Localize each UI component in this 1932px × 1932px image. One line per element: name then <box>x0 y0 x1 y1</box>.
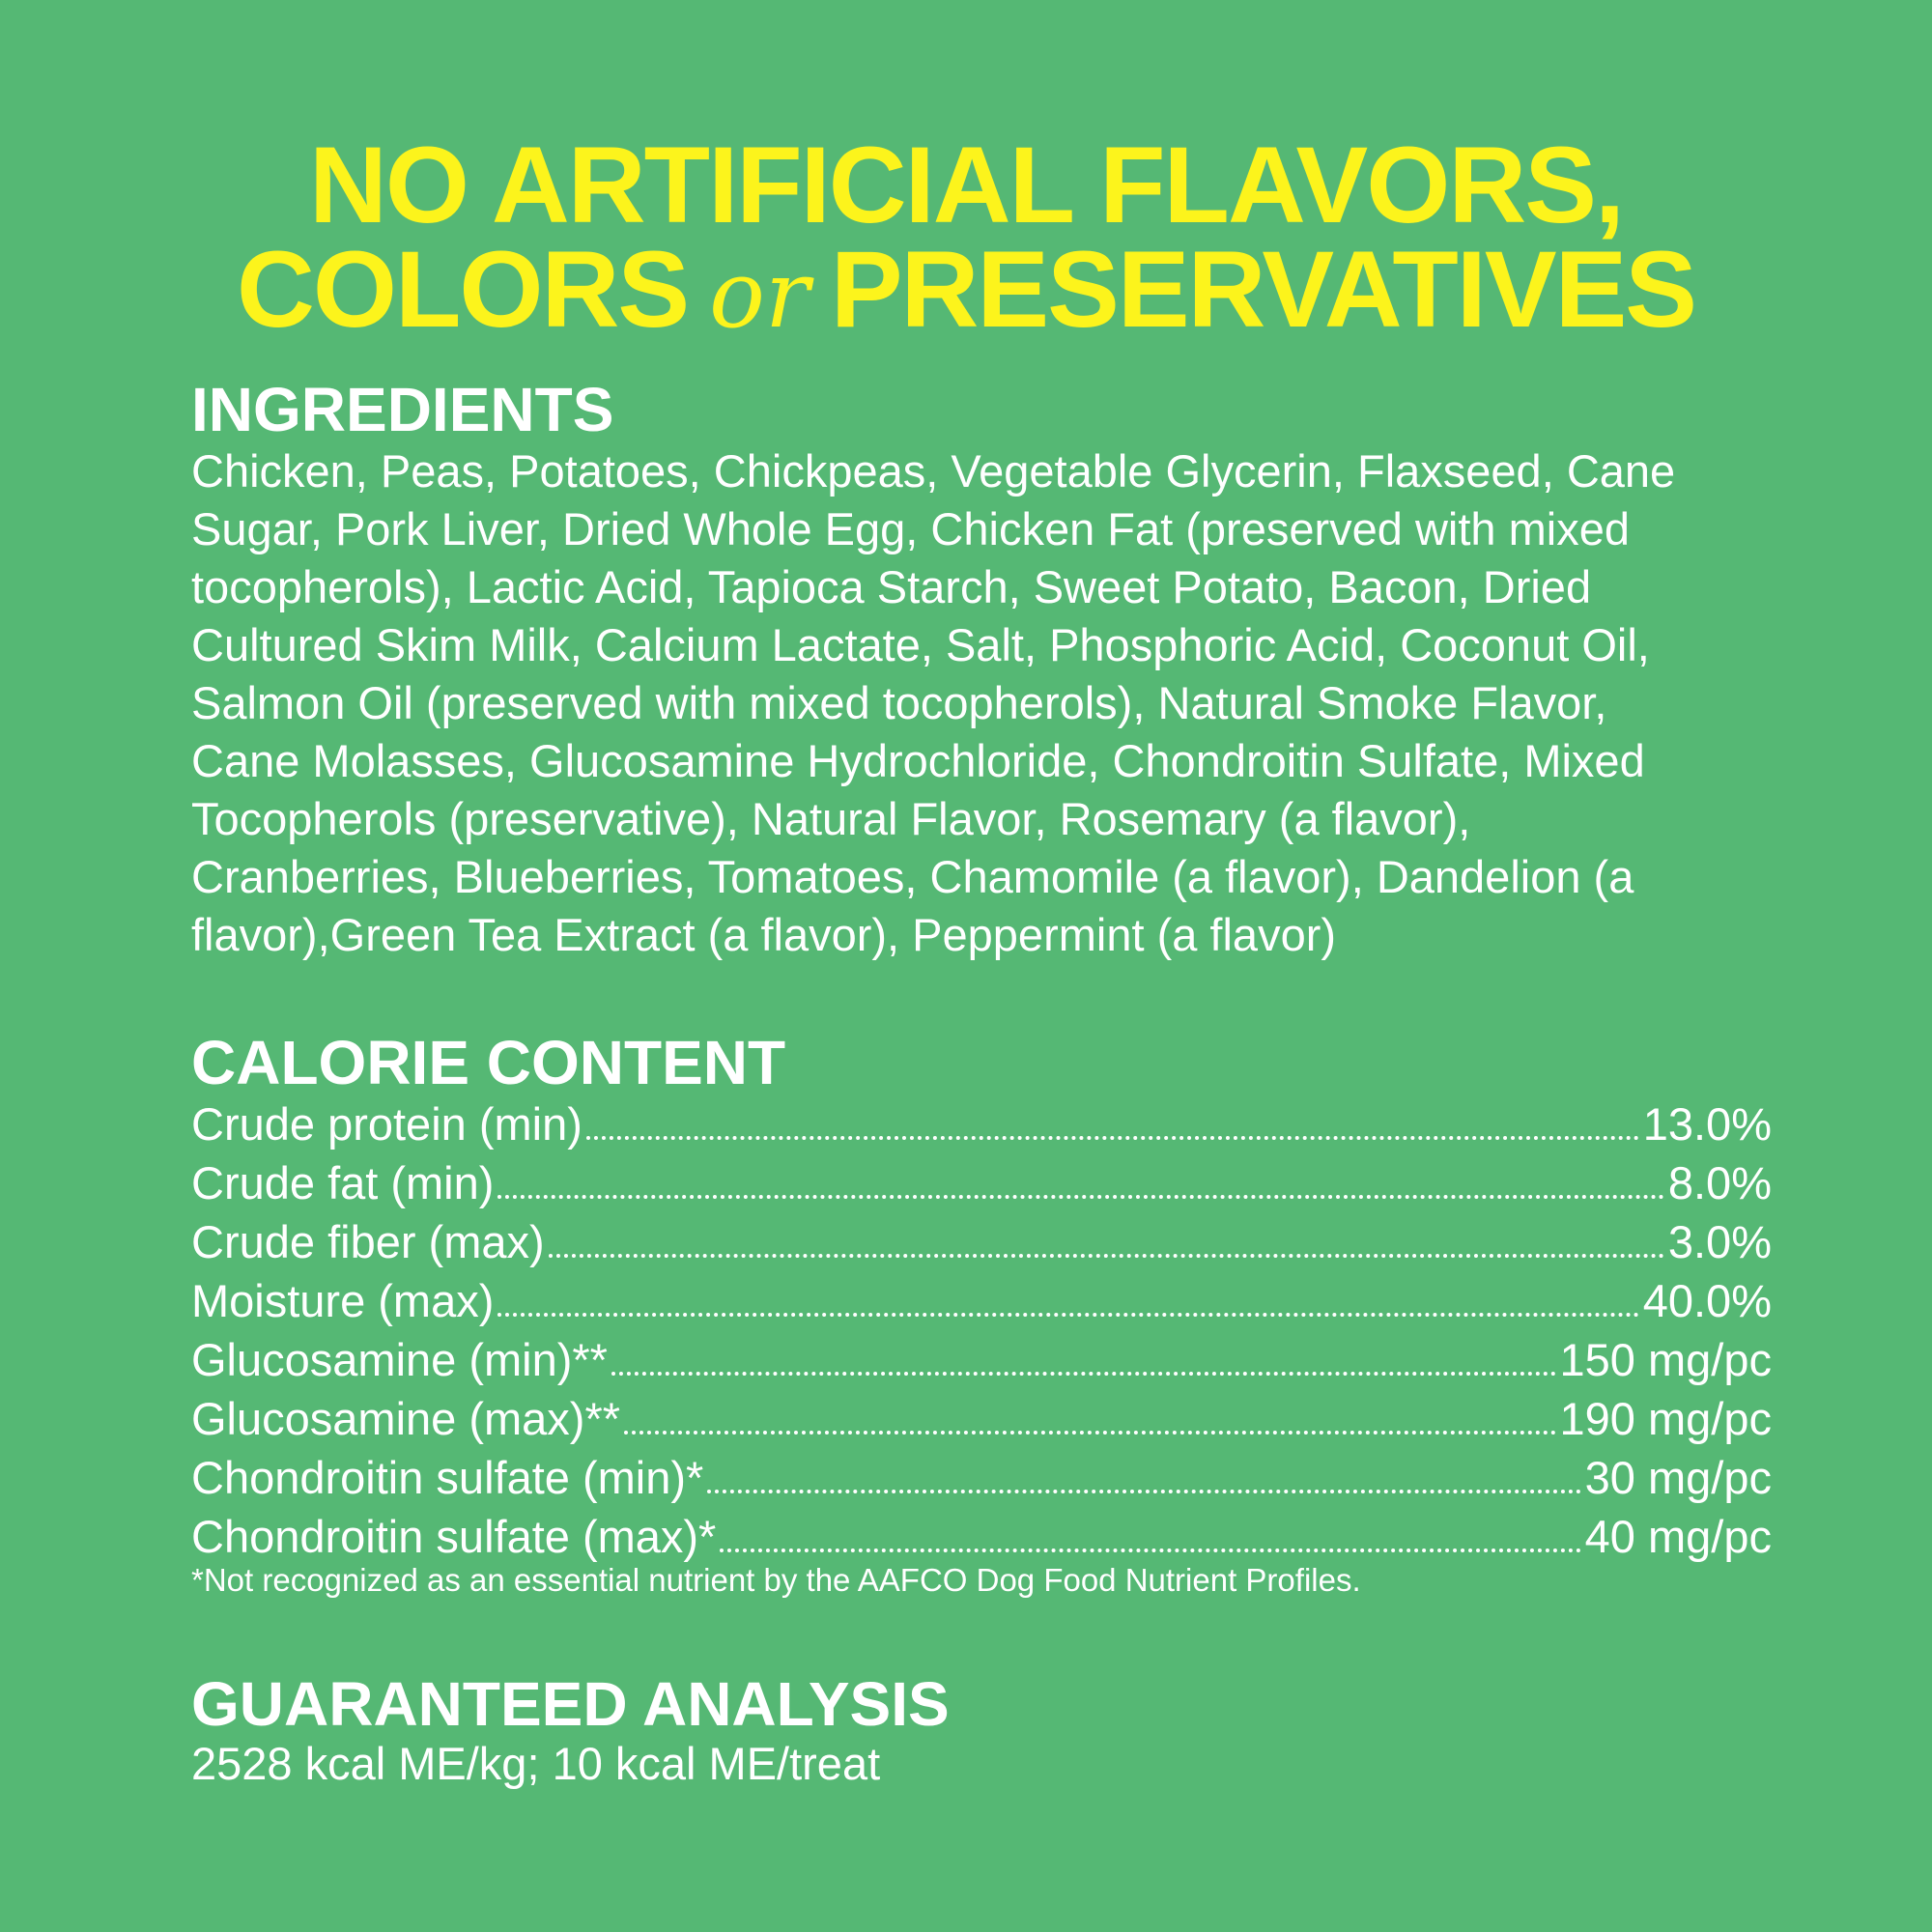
ingredients-text: Chicken, Peas, Potatoes, Chickpeas, Vege… <box>191 442 1675 964</box>
nutrient-label: Crude fiber (max) <box>191 1216 545 1267</box>
nutrient-row: Glucosamine (min)** 150 mg/pc <box>191 1330 1772 1389</box>
nutrient-row: Chondroitin sulfate (min)* 30 mg/pc <box>191 1448 1772 1507</box>
nutrient-row: Crude fat (min) 8.0% <box>191 1153 1772 1212</box>
leader-dots <box>707 1490 1581 1493</box>
footnote: *Not recognized as an essential nutrient… <box>191 1562 1361 1598</box>
leader-dots <box>624 1431 1556 1435</box>
nutrient-value: 30 mg/pc <box>1584 1452 1772 1503</box>
leader-dots <box>720 1548 1581 1552</box>
nutrient-row: Crude fiber (max) 3.0% <box>191 1212 1772 1271</box>
nutrient-value: 190 mg/pc <box>1559 1393 1772 1444</box>
nutrient-row: Crude protein (min) 13.0% <box>191 1094 1772 1153</box>
nutrient-label: Crude fat (min) <box>191 1157 495 1208</box>
nutrient-value: 3.0% <box>1667 1216 1772 1267</box>
nutrient-label: Glucosamine (max)** <box>191 1393 621 1444</box>
ingredients-line: Cultured Skim Milk, Calcium Lactate, Sal… <box>191 619 1650 670</box>
ingredients-line: Tocopherols (preservative), Natural Flav… <box>191 793 1471 844</box>
nutrient-value: 150 mg/pc <box>1559 1334 1772 1385</box>
leader-dots <box>611 1372 1556 1376</box>
nutrient-label: Crude protein (min) <box>191 1098 582 1150</box>
leader-dots <box>548 1254 1664 1258</box>
ingredients-line: Chicken, Peas, Potatoes, Chickpeas, Vege… <box>191 445 1676 497</box>
ingredients-line: Sugar, Pork Liver, Dried Whole Egg, Chic… <box>191 503 1630 554</box>
headline-part: COLORS <box>237 229 690 350</box>
nutrient-value: 40 mg/pc <box>1584 1511 1772 1562</box>
ingredients-line: flavor),Green Tea Extract (a flavor), Pe… <box>191 909 1337 960</box>
section-heading: INGREDIENTS <box>191 375 614 444</box>
section-heading: CALORIE CONTENT <box>191 1028 786 1097</box>
headline: NO ARTIFICIAL FLAVORS, <box>308 125 1625 245</box>
analysis-text: 2528 kcal ME/kg; 10 kcal ME/treat <box>191 1738 881 1789</box>
headline-part: PRESERVATIVES <box>830 229 1697 350</box>
leader-dots <box>497 1313 1639 1317</box>
nutrient-value: 40.0% <box>1642 1275 1772 1326</box>
nutrient-label: Moisture (max) <box>191 1275 495 1326</box>
nutrient-value: 13.0% <box>1642 1098 1772 1150</box>
ingredients-line: Cranberries, Blueberries, Tomatoes, Cham… <box>191 851 1634 902</box>
nutrient-label: Glucosamine (min)** <box>191 1334 608 1385</box>
leader-dots <box>497 1195 1664 1199</box>
nutrient-value: 8.0% <box>1667 1157 1772 1208</box>
section-heading: GUARANTEED ANALYSIS <box>191 1669 950 1739</box>
nutrient-row: Chondroitin sulfate (max)* 40 mg/pc <box>191 1507 1772 1566</box>
headline: COLORS or PRESERVATIVES <box>0 236 1932 344</box>
leader-dots <box>585 1136 1639 1140</box>
nutrient-label: Chondroitin sulfate (min)* <box>191 1452 704 1503</box>
ingredients-line: tocopherols), Lactic Acid, Tapioca Starc… <box>191 561 1592 612</box>
ingredients-line: Cane Molasses, Glucosamine Hydrochloride… <box>191 735 1645 786</box>
headline-connector: or <box>709 241 810 349</box>
nutrient-table: Crude protein (min) 13.0% Crude fat (min) 8… <box>191 1094 1772 1566</box>
nutrient-row: Glucosamine (max)** 190 mg/pc <box>191 1389 1772 1448</box>
ingredients-line: Salmon Oil (preserved with mixed tocophe… <box>191 677 1607 728</box>
nutrient-row: Moisture (max) 40.0% <box>191 1271 1772 1330</box>
nutrient-label: Chondroitin sulfate (max)* <box>191 1511 717 1562</box>
